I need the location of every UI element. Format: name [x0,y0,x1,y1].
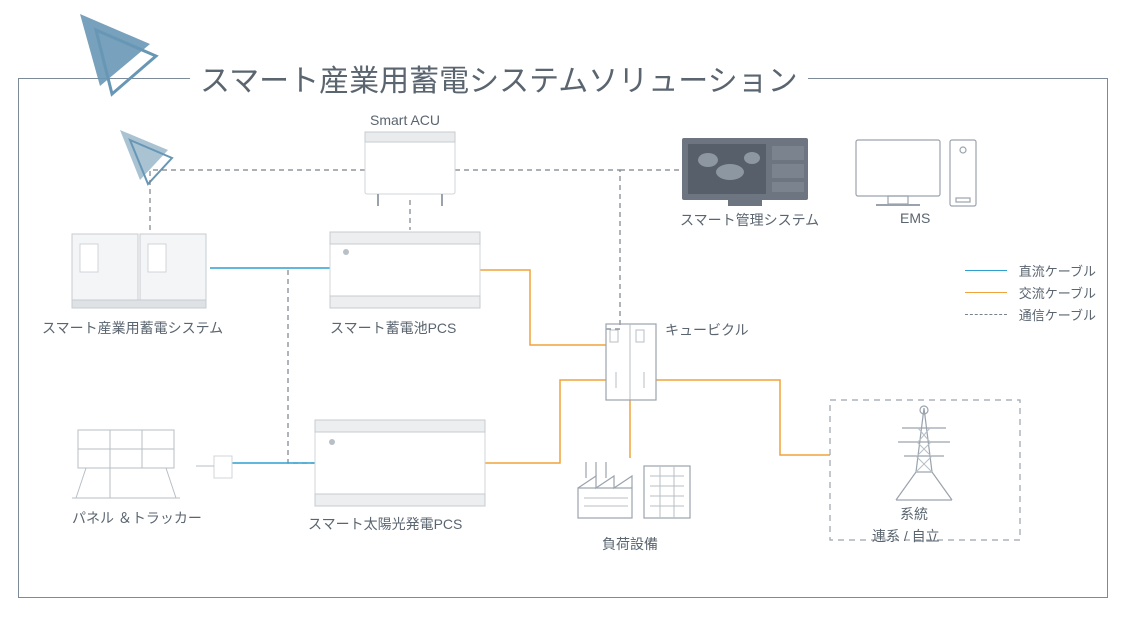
legend-label-comm: 通信ケーブル [1019,305,1096,324]
grid-label-2: 連系 / 自立 [872,526,940,546]
ems-label: EMS [900,210,930,226]
storage-pcs-label: スマート蓄電池PCS [330,318,456,338]
legend-swatch-comm [965,314,1007,315]
page-title: スマート産業用蓄電システムソリューション [190,56,808,100]
legend-row-dc: 直流ケーブル [965,261,1096,280]
smart-acu-label: Smart ACU [370,112,440,128]
legend-row-comm: 通信ケーブル [965,305,1096,324]
pv-pcs-label: スマート太陽光発電PCS [308,514,462,534]
load-label: 負荷設備 [602,534,658,554]
grid-label-1: 系統 [900,504,928,524]
cubicle-label: キュービクル [665,320,749,340]
legend: 直流ケーブル 交流ケーブル 通信ケーブル [959,252,1096,333]
legend-label-ac: 交流ケーブル [1019,283,1096,302]
legend-swatch-dc [965,270,1007,271]
panel-tracker-label: パネル ＆トラッカー [72,508,202,528]
storage-system-label: スマート産業用蓄電システム [42,318,223,338]
mgmt-system-label: スマート管理システム [680,210,819,230]
legend-label-dc: 直流ケーブル [1019,261,1096,280]
legend-swatch-ac [965,292,1007,293]
legend-row-ac: 交流ケーブル [965,283,1096,302]
